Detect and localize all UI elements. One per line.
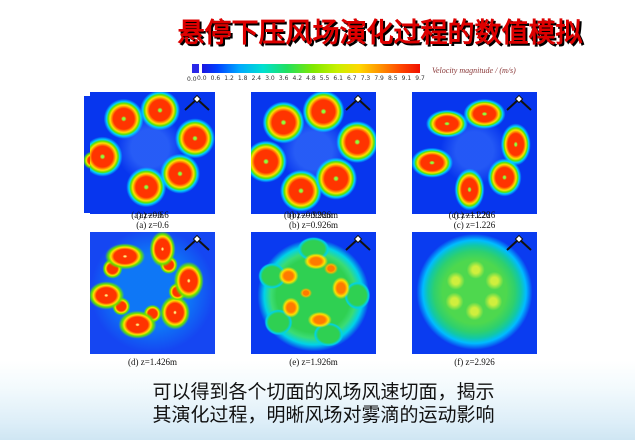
colorbar-zero-swatch bbox=[192, 64, 199, 73]
colorbar-tick: 4.2 bbox=[292, 75, 303, 82]
contour-image-f bbox=[412, 232, 537, 354]
colorbar-ticks: 0.0 0.6 1.2 1.8 2.4 3.0 3.6 4.2 4.8 5.5 … bbox=[197, 75, 425, 82]
caption-overlap-layer: (c) z=1.226 bbox=[453, 210, 496, 220]
axis-triad-icon bbox=[345, 94, 371, 111]
caption-line: (b) z=0.926m bbox=[288, 220, 339, 230]
contour-panel-f bbox=[412, 232, 537, 354]
axis-triad-icon bbox=[184, 234, 210, 251]
contour-image-b bbox=[251, 92, 376, 214]
contour-image-d bbox=[90, 232, 215, 354]
colorbar-zero-label: 0.0 bbox=[187, 76, 197, 83]
footer-text-line-2: 其演化过程，明晰风场对雾滴的运动影响 bbox=[152, 405, 495, 426]
colorbar-tick: 1.2 bbox=[224, 75, 234, 82]
caption-overlap-layer: (b) z=0.926m bbox=[288, 210, 339, 220]
colorbar-tick: 6.7 bbox=[347, 75, 357, 82]
panel-caption-a: (a) z=0.6 (a) z=0.6 (a) z=0.6 bbox=[90, 210, 215, 232]
colorbar-gradient bbox=[202, 64, 420, 73]
colorbar-unit-label: Velocity magnitude / (m/s) bbox=[432, 66, 516, 75]
panel-caption-c: (c) z=1.226 (c) z=1.226 (c) z=1.226 bbox=[412, 210, 537, 232]
caption-line: (a) z=0.6 bbox=[136, 220, 169, 230]
caption-line: (c) z=1.226 bbox=[453, 220, 496, 230]
contour-image-e bbox=[251, 232, 376, 354]
colorbar-tick: 9.7 bbox=[415, 75, 425, 82]
caption-overlap-layer: (c) z=1.226 bbox=[448, 210, 491, 220]
footer-text-line-1: 可以得到各个切面的风场风速切面，揭示 bbox=[152, 382, 495, 403]
contour-panel-a bbox=[90, 92, 215, 214]
colorbar-tick: 0.6 bbox=[210, 75, 221, 82]
caption-overlap-layer: (a) z=0.6 bbox=[131, 210, 164, 220]
colorbar-tick: 7.9 bbox=[374, 75, 384, 82]
panel-caption-e: (e) z=1.926m bbox=[289, 357, 338, 367]
contour-panel-e bbox=[251, 232, 376, 354]
axis-triad-icon bbox=[506, 234, 532, 251]
colorbar-tick: 8.5 bbox=[387, 75, 398, 82]
colorbar-tick: 9.1 bbox=[401, 75, 412, 82]
axis-triad-icon bbox=[506, 94, 532, 111]
colorbar-tick: 4.8 bbox=[306, 75, 316, 82]
colorbar-tick: 5.5 bbox=[319, 75, 330, 82]
contour-panel-b bbox=[251, 92, 376, 214]
panel-a-underlay-strip bbox=[84, 96, 92, 213]
colorbar-tick: 3.0 bbox=[265, 75, 275, 82]
contour-image-a bbox=[90, 92, 215, 214]
panel-caption-b: (b) z=0.926m (b) z=0.926m (b) z=0.926m bbox=[251, 210, 376, 232]
colorbar-tick: 0.0 bbox=[197, 75, 207, 82]
colorbar-tick: 6.1 bbox=[333, 75, 343, 82]
contour-panel-c bbox=[412, 92, 537, 214]
colorbar-tick: 2.4 bbox=[251, 75, 262, 82]
axis-triad-icon bbox=[184, 94, 210, 111]
caption-overlap-layer: (a) z=0.6 bbox=[136, 210, 169, 220]
colorbar-tick: 7.3 bbox=[360, 75, 371, 82]
colorbar-tick: 1.8 bbox=[237, 75, 248, 82]
page-title: 悬停下压风场演化过程的数值模拟 bbox=[177, 18, 583, 48]
footer-text: 可以得到各个切面的风场风速切面，揭示 其演化过程，明晰风场对雾滴的运动影响 bbox=[6, 381, 635, 427]
contour-panel-d bbox=[90, 232, 215, 354]
panel-caption-f: (f) z=2.926 bbox=[454, 357, 495, 367]
panel-caption-d: (d) z=1.426m bbox=[127, 357, 178, 367]
caption-overlap-layer: (b) z=0.926m bbox=[283, 210, 334, 220]
contour-image-c bbox=[412, 92, 537, 214]
axis-triad-icon bbox=[345, 234, 371, 251]
colorbar-tick: 3.6 bbox=[278, 75, 289, 82]
